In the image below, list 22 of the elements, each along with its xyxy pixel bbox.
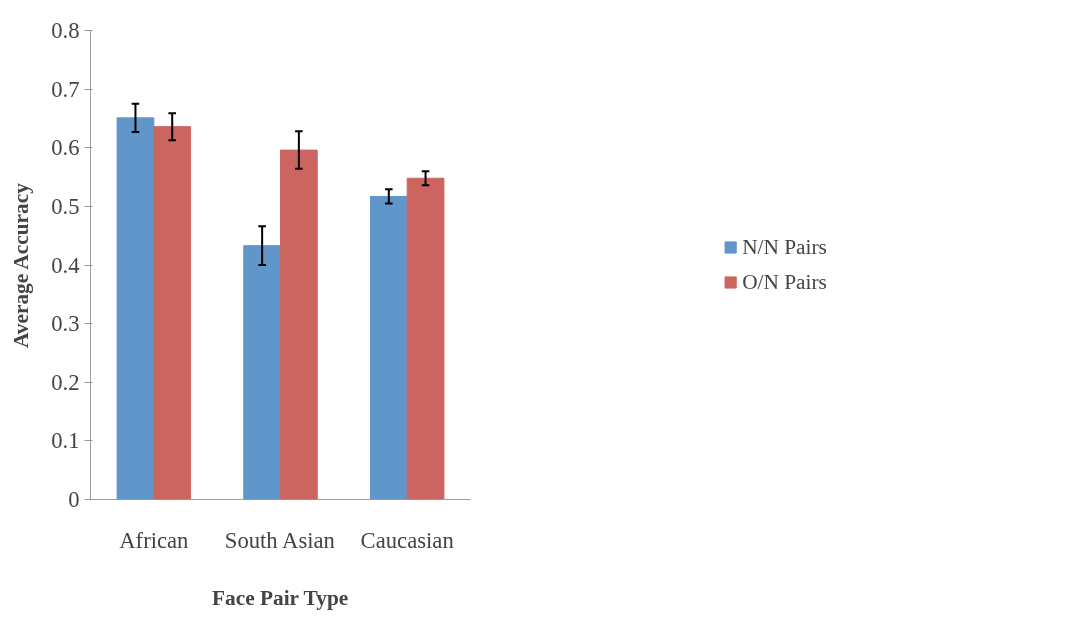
bar [406, 177, 445, 500]
y-tick-label: 0.7 [51, 76, 80, 102]
x-tick-label: Caucasian [360, 527, 454, 553]
x-axis-title: Face Pair Type [212, 585, 349, 610]
y-tick-label: 0.8 [51, 18, 80, 43]
legend-label: O/N Pairs [742, 269, 827, 295]
y-tick-label: 0.6 [51, 135, 80, 161]
y-tick-label: 0.4 [51, 252, 80, 278]
bar [116, 117, 155, 500]
y-tick-label: 0.5 [51, 193, 80, 219]
y-axis-title: Average Accuracy [9, 182, 34, 348]
x-tick-label: African [119, 527, 189, 553]
y-tick-label: 0.3 [51, 311, 80, 337]
bar [243, 245, 281, 500]
bar [153, 126, 192, 500]
bar [369, 195, 408, 500]
y-tick-label: 0.2 [51, 369, 80, 395]
y-tick-label: 0.1 [51, 428, 80, 454]
legend-label: N/N Pairs [742, 234, 827, 260]
y-tick-label: 0 [68, 487, 80, 512]
x-tick-label: South Asian [224, 527, 335, 553]
bar [280, 149, 318, 500]
